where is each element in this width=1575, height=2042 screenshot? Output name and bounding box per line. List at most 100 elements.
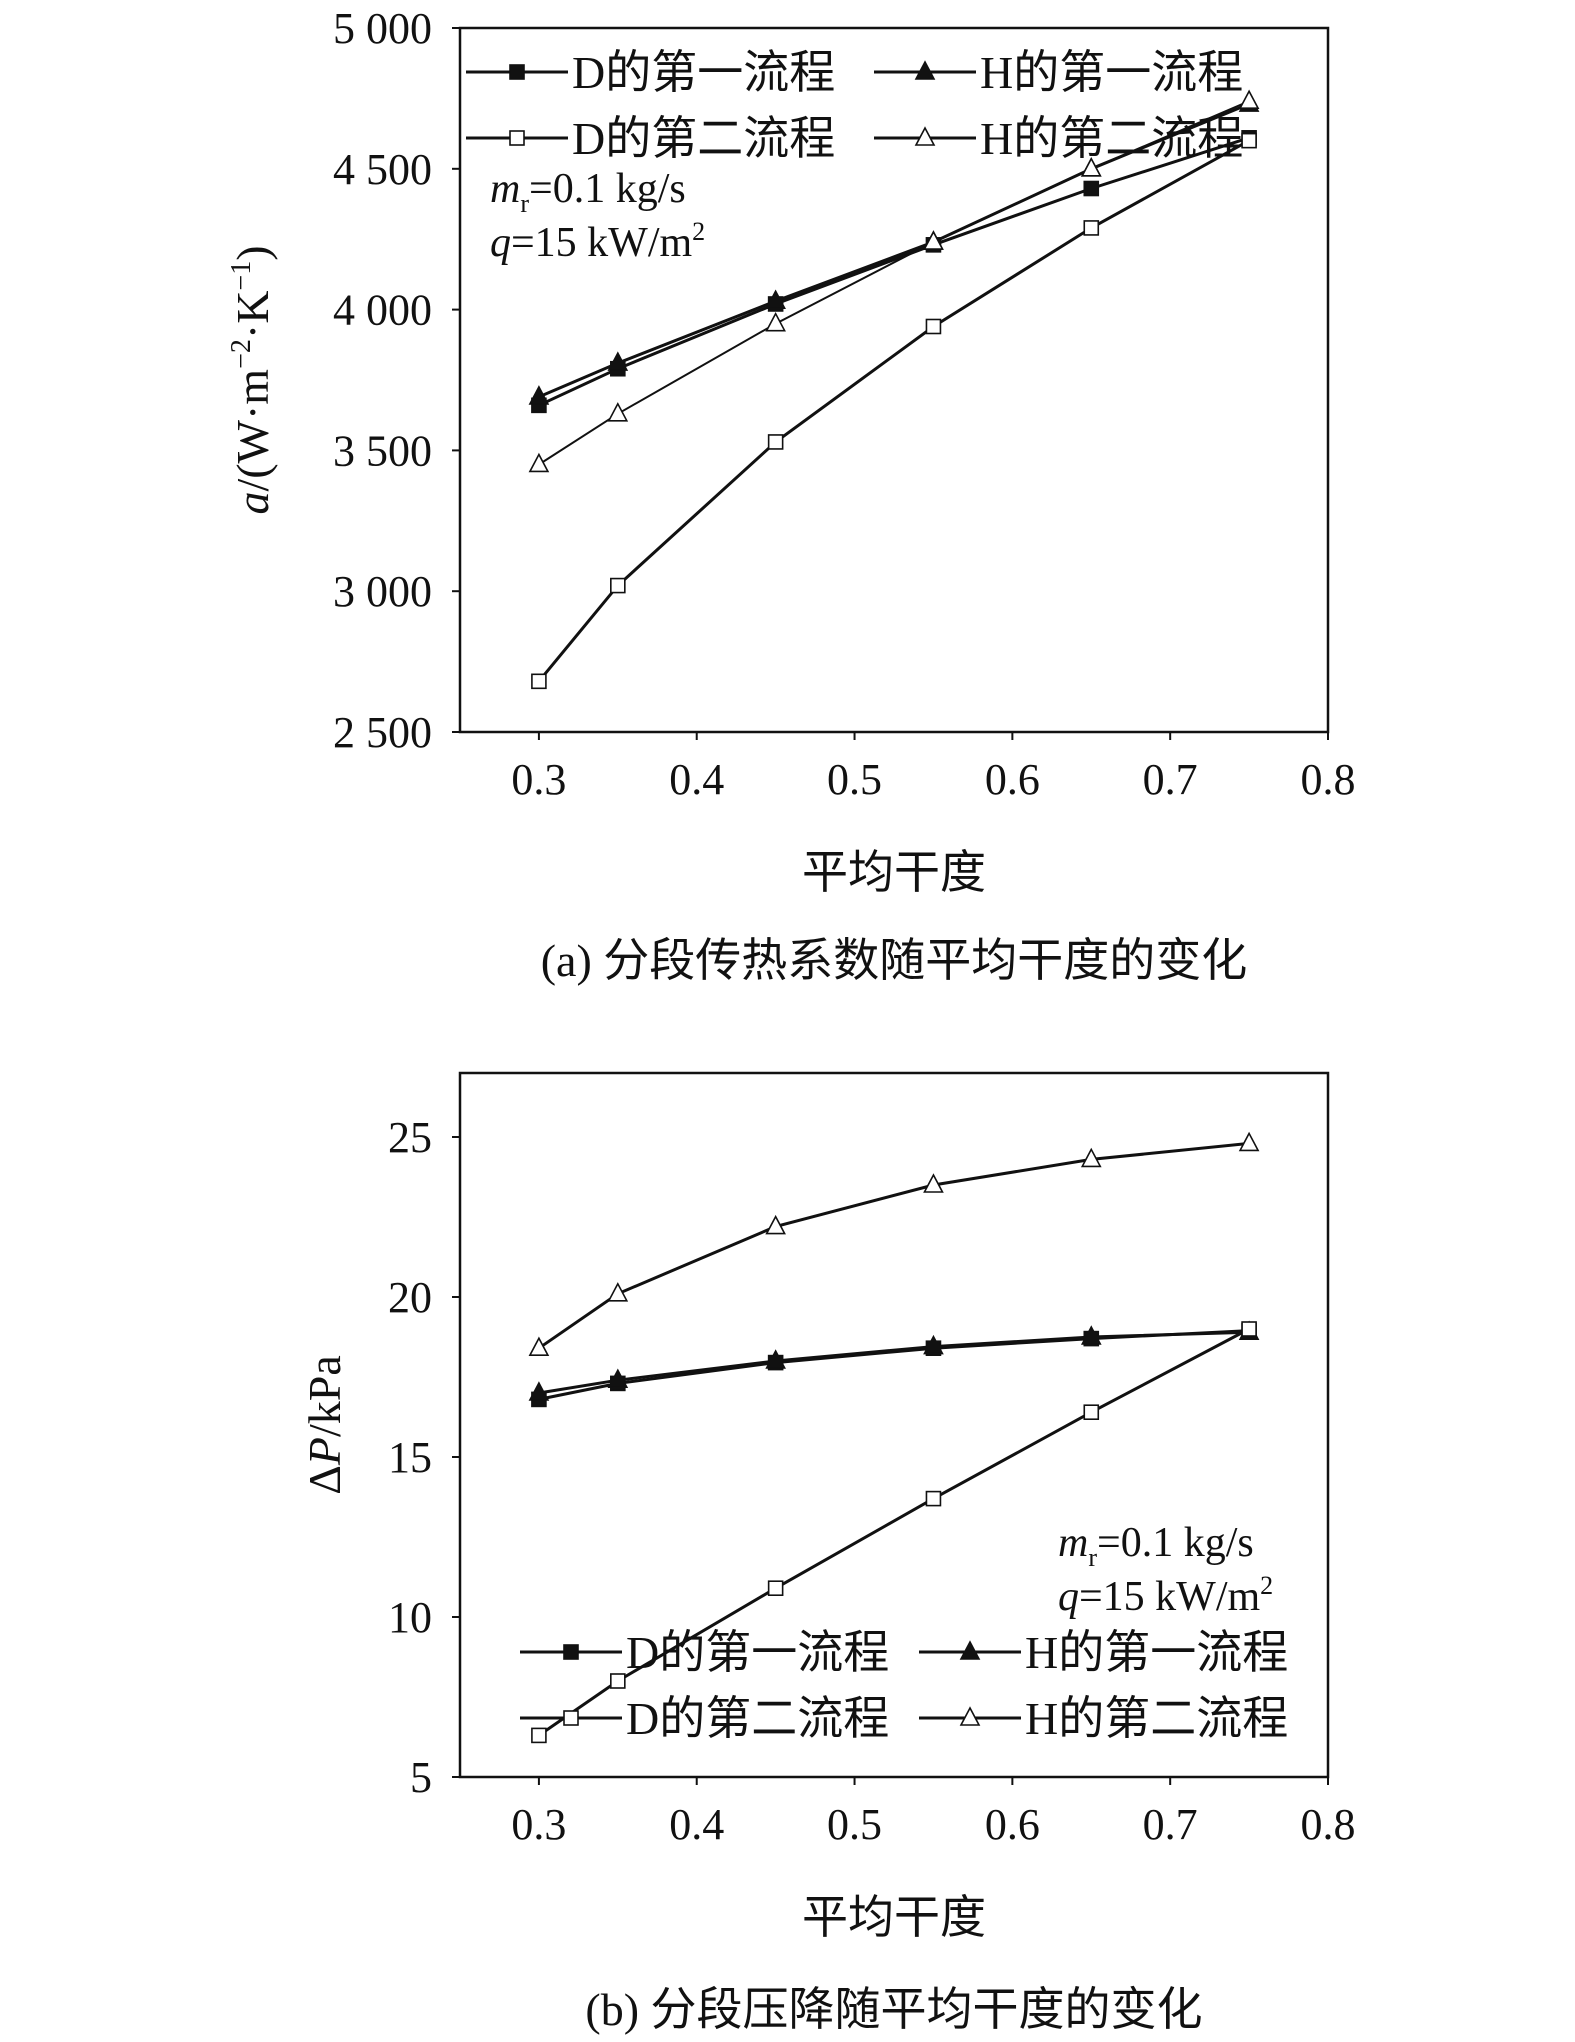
data-point xyxy=(1238,1131,1260,1152)
data-point xyxy=(610,577,626,594)
series-line xyxy=(538,1327,1250,1737)
series-line xyxy=(538,1330,1250,1395)
y-tick-label: 3 500 xyxy=(333,426,432,475)
panel-b-x-axis-title: 平均干度 xyxy=(802,1892,986,1943)
legend-marker xyxy=(914,60,936,80)
panel-b-plot-frame xyxy=(458,1071,1330,1779)
data-point xyxy=(925,1490,942,1507)
series-line xyxy=(538,1329,1250,1401)
x-tick-label: 0.5 xyxy=(827,1800,882,1849)
data-point xyxy=(923,1334,944,1355)
x-tick-label: 0.3 xyxy=(511,1800,566,1849)
data-point xyxy=(1238,89,1260,110)
legend-marker xyxy=(509,130,525,146)
x-tick-label: 0.6 xyxy=(985,755,1040,804)
data-point xyxy=(1080,1147,1102,1168)
data-point xyxy=(765,1349,786,1369)
panel-a-y-axis-title: a/(W·m−2·K−1) xyxy=(226,245,278,514)
y-tick-label: 15 xyxy=(388,1433,432,1482)
legend-item-1: D的第一流程 xyxy=(466,47,835,98)
panel-b-y-axis-title: ΔP/kPa xyxy=(299,1355,350,1494)
legend-marker xyxy=(959,1706,981,1726)
legend-marker xyxy=(959,1640,981,1660)
panel-b-caption: (b) 分段压降随平均干度的变化 xyxy=(585,1984,1202,2035)
data-point xyxy=(1241,1321,1257,1337)
data-point xyxy=(607,351,629,371)
panel-b-annotation-mr: mr=0.1 kg/s xyxy=(1058,1520,1254,1572)
data-point xyxy=(1080,157,1102,177)
x-tick-label: 0.5 xyxy=(827,755,882,804)
legend-label: D的第二流程 xyxy=(572,113,835,164)
series-4 xyxy=(528,1131,1260,1356)
x-tick-label: 0.8 xyxy=(1301,1800,1356,1849)
x-tick-label: 0.4 xyxy=(669,1800,724,1849)
legend-label: D的第一流程 xyxy=(572,47,835,98)
panel-a-plot-frame xyxy=(458,26,1330,734)
panel-b-legend: D的第一流程 H的第一流程 D的第二流程 H的第二流程 xyxy=(520,1627,1288,1744)
legend-label: D的第二流程 xyxy=(626,1693,889,1744)
y-tick-label: 5 000 xyxy=(333,4,432,53)
series-4 xyxy=(528,89,1260,473)
legend-marker xyxy=(563,1644,579,1660)
y-tick-label: 20 xyxy=(388,1273,432,1322)
x-tick-label: 0.4 xyxy=(669,755,724,804)
legend-marker xyxy=(563,1710,579,1726)
panel-a-annotation-mr: mr=0.1 kg/s xyxy=(490,166,686,218)
y-tick-label: 10 xyxy=(388,1593,432,1642)
y-tick-label: 4 000 xyxy=(333,286,432,335)
panel-a-annotation-q: q=15 kW/m2 xyxy=(490,217,705,266)
panel-a-x-axis-title: 平均干度 xyxy=(802,847,986,898)
series-line xyxy=(537,139,1250,683)
series-3 xyxy=(531,1321,1257,1744)
data-point xyxy=(531,1727,547,1744)
data-point xyxy=(767,1580,784,1596)
series-line xyxy=(538,100,1250,466)
series-line xyxy=(538,1141,1250,1350)
legend-item-2: H的第一流程 xyxy=(919,1627,1288,1678)
data-point xyxy=(1083,220,1100,236)
y-tick-label: 4 500 xyxy=(333,145,432,194)
panel-a-legend: D的第一流程 H的第一流程 D的第二流程 H的第二流程 xyxy=(466,47,1243,164)
data-point xyxy=(528,1381,550,1401)
panel-b-annotation-q: q=15 kW/m2 xyxy=(1058,1571,1273,1620)
legend-label: H的第二流程 xyxy=(1025,1693,1288,1744)
legend-label: H的第一流程 xyxy=(1025,1627,1288,1678)
data-point xyxy=(610,1673,626,1689)
data-point xyxy=(607,402,629,422)
data-point xyxy=(1083,1404,1100,1420)
panel-a-heat-transfer: 0.3 0.4 0.5 0.6 0.7 0.8 2 500 3 000 3 500 4 000 4 … xyxy=(226,4,1356,986)
legend-marker xyxy=(914,126,936,146)
data-point xyxy=(531,673,547,690)
legend-item-3: D的第二流程 xyxy=(466,113,835,164)
x-tick-label: 0.3 xyxy=(511,755,566,804)
legend-label: D的第一流程 xyxy=(626,1627,889,1678)
data-point xyxy=(923,230,944,250)
legend-label: H的第二流程 xyxy=(980,113,1243,164)
data-point xyxy=(528,385,550,405)
data-point xyxy=(528,1336,550,1356)
data-point xyxy=(923,1173,944,1193)
x-tick-label: 0.7 xyxy=(1143,1800,1198,1849)
data-point xyxy=(767,434,784,450)
data-point xyxy=(607,1282,629,1302)
y-tick-label: 2 500 xyxy=(333,708,432,757)
data-point xyxy=(1241,132,1257,149)
legend-item-2: H的第一流程 xyxy=(874,47,1243,98)
data-point xyxy=(765,289,786,309)
data-point xyxy=(607,1368,629,1388)
legend-item-4: H的第二流程 xyxy=(919,1693,1288,1744)
series-3 xyxy=(531,132,1257,690)
y-tick-label: 5 xyxy=(410,1753,432,1802)
data-point xyxy=(765,311,786,332)
y-tick-label: 3 000 xyxy=(333,567,432,616)
data-point xyxy=(765,1214,786,1235)
series-line xyxy=(538,136,1250,407)
legend-item-4: H的第二流程 xyxy=(874,113,1243,164)
panel-b-pressure-drop: 0.3 0.4 0.5 0.6 0.7 0.8 5 10 15 20 25 D的第一流程 H的第一流程… xyxy=(299,1071,1356,2035)
legend-item-1: D的第一流程 xyxy=(520,1627,889,1678)
data-point xyxy=(528,452,550,473)
legend-item-3: D的第二流程 xyxy=(520,1693,889,1744)
data-point xyxy=(925,318,942,335)
data-point xyxy=(1080,1325,1102,1345)
